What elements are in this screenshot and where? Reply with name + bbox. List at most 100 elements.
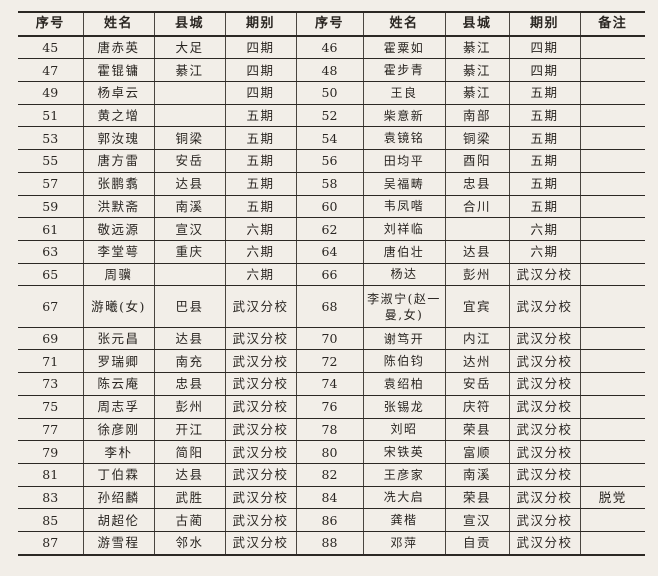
header-county-1: 县城: [153, 11, 226, 37]
seq-cell: 47: [18, 58, 84, 83]
county-cell: 达县: [153, 172, 226, 196]
county-cell: 綦江: [444, 35, 510, 60]
term-cell: 武汉分校: [224, 395, 297, 419]
name-cell: 王彦家: [362, 463, 446, 487]
term-cell: 武汉分校: [508, 440, 581, 464]
seq-cell: 87: [18, 531, 84, 556]
note-cell: [579, 327, 645, 351]
seq-cell: 63: [18, 240, 84, 264]
table-row: 53 郭汝瑰 铜梁 五期 54 袁镜铭 铜梁 五期: [18, 126, 645, 151]
county-cell: 綦江: [444, 58, 510, 83]
seq-cell: 68: [295, 285, 364, 328]
table-row: 57 张鹏翥 达县 五期 58 吴福畴 忠县 五期: [18, 172, 645, 196]
county-cell: [444, 217, 510, 241]
name-cell: 龚楷: [362, 508, 446, 532]
county-cell: 宜宾: [444, 285, 510, 328]
term-cell: 武汉分校: [508, 285, 581, 328]
term-cell: 武汉分校: [508, 508, 581, 532]
table-row: 73 陈云庵 忠县 武汉分校 74 袁绍柏 安岳 武汉分校: [18, 372, 645, 396]
name-cell: 洪默斋: [82, 195, 155, 219]
seq-cell: 76: [295, 395, 364, 419]
name-cell: 杨达: [362, 263, 446, 287]
term-cell: 五期: [224, 104, 297, 128]
table-row: 71 罗瑞卿 南充 武汉分校 72 陈伯钧 达州 武汉分校: [18, 349, 645, 374]
table-row: 67 游曦(女) 巴县 武汉分校 68 李淑宁(赵一曼,女) 宜宾 武汉分校: [18, 285, 645, 328]
table-row: 51 黄之增 五期 52 柴意新 南部 五期: [18, 104, 645, 128]
name-cell: 刘昭: [362, 418, 446, 442]
name-cell: 田均平: [362, 149, 446, 173]
name-cell: 陈云庵: [82, 372, 155, 396]
seq-cell: 58: [295, 172, 364, 196]
note-cell: [579, 440, 645, 464]
term-cell: 武汉分校: [508, 486, 581, 510]
term-cell: 五期: [224, 149, 297, 173]
name-cell: 游雪程: [82, 531, 155, 556]
note-cell: [579, 126, 645, 151]
term-cell: 六期: [224, 263, 297, 287]
term-cell: 武汉分校: [224, 372, 297, 396]
note-cell: [579, 418, 645, 442]
table-row: 81 丁伯霖 达县 武汉分校 82 王彦家 南溪 武汉分校: [18, 463, 645, 487]
seq-cell: 45: [18, 35, 84, 60]
term-cell: 武汉分校: [224, 486, 297, 510]
seq-cell: 52: [295, 104, 364, 128]
term-cell: 五期: [508, 81, 581, 105]
county-cell: 富顺: [444, 440, 510, 464]
name-cell: 霍粟如: [362, 35, 446, 60]
seq-cell: 81: [18, 463, 84, 487]
term-cell: 武汉分校: [224, 285, 297, 328]
name-cell: 刘祥临: [362, 217, 446, 241]
county-cell: 达县: [153, 327, 226, 351]
note-cell: [579, 263, 645, 287]
term-cell: 武汉分校: [224, 440, 297, 464]
county-cell: 开江: [153, 418, 226, 442]
note-cell: [579, 531, 645, 556]
note-cell: [579, 58, 645, 83]
term-cell: 五期: [508, 195, 581, 219]
county-cell: 铜梁: [153, 126, 226, 151]
table-row: 49 杨卓云 四期 50 王良 綦江 五期: [18, 81, 645, 105]
term-cell: 六期: [508, 217, 581, 241]
county-cell: 彭州: [444, 263, 510, 287]
county-cell: [153, 81, 226, 105]
county-cell: 达县: [153, 463, 226, 487]
table-row: 75 周志孚 彭州 武汉分校 76 张锡龙 庆符 武汉分校: [18, 395, 645, 419]
name-cell: 霍锟镛: [82, 58, 155, 83]
county-cell: 南充: [153, 349, 226, 374]
term-cell: 武汉分校: [508, 531, 581, 556]
table-row: 65 周骥 六期 66 杨达 彭州 武汉分校: [18, 263, 645, 287]
table-row: 85 胡超伦 古蔺 武汉分校 86 龚楷 宣汉 武汉分校: [18, 508, 645, 532]
table-row: 77 徐彦刚 开江 武汉分校 78 刘昭 荣县 武汉分校: [18, 418, 645, 442]
name-cell: 胡超伦: [82, 508, 155, 532]
county-cell: 宣汉: [444, 508, 510, 532]
county-cell: 重庆: [153, 240, 226, 264]
name-cell: 谢笃开: [362, 327, 446, 351]
term-cell: 武汉分校: [508, 263, 581, 287]
header-seq-2: 序号: [295, 11, 364, 37]
note-cell: [579, 172, 645, 196]
term-cell: 五期: [508, 149, 581, 173]
table-row: 61 敬远源 宣汉 六期 62 刘祥临 六期: [18, 217, 645, 241]
seq-cell: 64: [295, 240, 364, 264]
county-cell: 内江: [444, 327, 510, 351]
note-cell: [579, 240, 645, 264]
table-row: 55 唐方雷 安岳 五期 56 田均平 酉阳 五期: [18, 149, 645, 173]
seq-cell: 79: [18, 440, 84, 464]
note-cell: [579, 81, 645, 105]
name-cell: 周骥: [82, 263, 155, 287]
county-cell: 綦江: [444, 81, 510, 105]
county-cell: 彭州: [153, 395, 226, 419]
name-cell: 张元昌: [82, 327, 155, 351]
table-row: 63 李堂萼 重庆 六期 64 唐伯壮 达县 六期: [18, 240, 645, 264]
term-cell: 武汉分校: [224, 418, 297, 442]
term-cell: 武汉分校: [508, 463, 581, 487]
note-cell: [579, 104, 645, 128]
term-cell: 五期: [508, 172, 581, 196]
seq-cell: 77: [18, 418, 84, 442]
note-cell: [579, 395, 645, 419]
county-cell: 忠县: [444, 172, 510, 196]
term-cell: 四期: [508, 58, 581, 83]
note-cell: [579, 285, 645, 328]
seq-cell: 86: [295, 508, 364, 532]
name-cell: 杨卓云: [82, 81, 155, 105]
